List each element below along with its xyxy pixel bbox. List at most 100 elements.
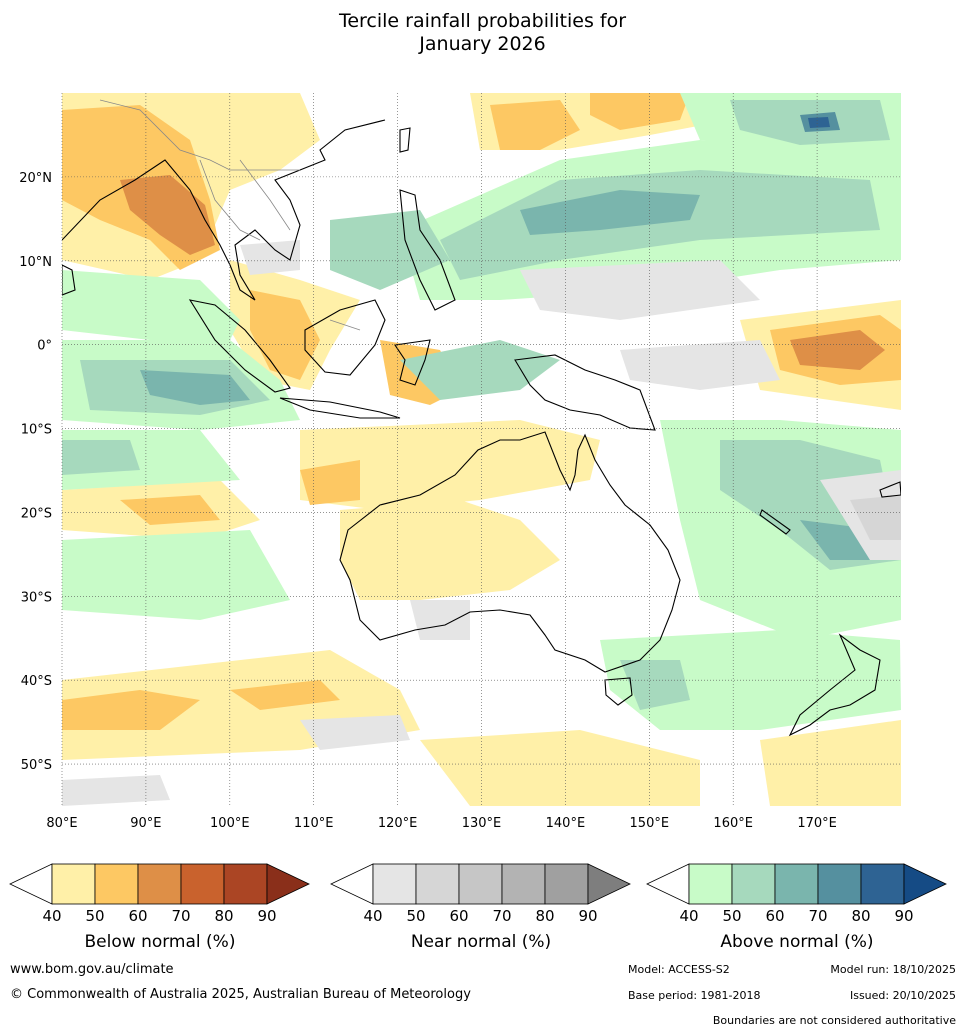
lon-tick-label: 160°E [713,816,753,831]
colorbar-tick-label: 60 [449,907,468,925]
issued-text: Issued: 20/10/2025 [849,989,956,1002]
colorbar-tick-label: 80 [214,907,233,925]
title-line-2: January 2026 [419,33,546,55]
above-band-npac-3 [520,190,700,235]
below-patch-timor-2 [300,460,360,505]
colorbar-segment [817,863,862,905]
below-patch-south-2 [62,690,200,730]
above-io-mid [62,530,290,620]
sri-lanka-coast [62,264,76,296]
colorbar-segment [731,863,776,905]
above-tasman [600,630,901,730]
colorbar-min-triangle [646,863,690,905]
map-container: 80°E 90°E 100°E 110°E 120°E 130°E 140°E 150°E 16… [19,93,901,831]
above-indonesia [400,340,560,400]
title-line-1: Tercile rainfall probabilities for [338,10,627,32]
below-patch-indochina [120,175,215,255]
lat-tick-label: 0° [37,339,52,354]
fiji-coast [879,481,901,498]
above-io-south-2 [62,440,140,475]
near-aus [410,600,470,640]
colorbar-tick-label: 50 [406,907,425,925]
near-sw [62,775,170,806]
lon-tick-label: 140°E [546,816,586,831]
lat-tick-label: 20°S [21,506,52,521]
colorbar-segment [774,863,819,905]
lon-tick-label: 150°E [630,816,670,831]
sumatra-coast [188,299,291,393]
philippines-coast [399,189,456,311]
colorbar-tick-label: 90 [894,907,913,925]
colorbar-segment [137,863,182,905]
lon-tick-label: 170°E [797,816,837,831]
country-borders [99,99,361,331]
lat-tick-label: 10°N [19,255,52,270]
probability-fields [62,93,901,806]
colorbar-max-triangle [266,863,310,905]
lon-tick-label: 100°E [210,816,250,831]
near-south [300,715,410,750]
below-patch-pacific-3 [790,330,885,370]
model-run-text: Model run: 18/10/2025 [830,963,956,976]
lon-tick-label: 120°E [378,816,418,831]
colorbar-tick-label: 80 [535,907,554,925]
chart-title: Tercile rainfall probabilities for Janua… [0,10,965,56]
colorbar-tick-label: 50 [85,907,104,925]
australia-coast [339,431,681,673]
colorbar-tick-label: 60 [765,907,784,925]
asia-coast [62,119,386,301]
borneo-coast [304,299,386,376]
colorbar-segment [94,863,139,905]
lon-tick-label: 90°E [130,816,161,831]
lon-tick-label: 110°E [294,816,334,831]
colorbar-max-triangle [587,863,631,905]
near-colorbar: 40 50 60 70 80 90 [330,863,631,925]
lon-tick-label: 80°E [46,816,77,831]
colorbar-tick-label: 70 [171,907,190,925]
java-coast [279,397,401,419]
new-zealand-coast [788,633,881,737]
colorbar-segment [51,863,96,905]
colorbar-segment [180,863,225,905]
new-caledonia-coast [759,509,791,535]
above-npac-top-4 [808,117,830,128]
model-text: Model: ACCESS-S2 [628,963,730,976]
colorbar-max-triangle [903,863,947,905]
colorbar-tick-label: 40 [42,907,61,925]
gridlines [61,93,901,806]
below-patch-se-2 [760,720,901,806]
tasmania-coast [604,677,633,706]
lat-tick-label: 20°N [19,171,52,186]
colorbar-tick-label: 70 [808,907,827,925]
near-normal-label: Near normal (%) [410,932,552,952]
colorbar-segment [688,863,733,905]
lat-tick-label: 10°S [21,423,52,438]
website-link[interactable]: www.bom.gov.au/climate [10,962,174,977]
above-io-north [62,270,240,340]
colorbar-segment [415,863,460,905]
base-period-text: Base period: 1981-2018 [628,989,761,1002]
colorbar-segment [544,863,589,905]
colorbar-segment [458,863,503,905]
lat-tick-label: 50°S [21,758,52,773]
colorbar-min-triangle [9,863,53,905]
colorbar-tick-label: 50 [722,907,741,925]
colorbar-tick-label: 80 [851,907,870,925]
near-equator-2 [620,340,780,390]
colorbar-tick-label: 40 [363,907,382,925]
below-patch-npac-3 [590,93,690,130]
sulawesi-coast [394,339,431,386]
below-patch-se [420,730,700,806]
near-pacific-east-2 [850,495,901,540]
coastlines [62,119,901,737]
colorbar-tick-label: 90 [257,907,276,925]
near-indochina [240,240,300,275]
above-io-band-3 [140,370,250,405]
rainfall-map: 80°E 90°E 100°E 110°E 120°E 130°E 140°E 150°E 16… [19,93,901,831]
colorbar-segment [501,863,546,905]
colorbar-tick-label: 90 [578,907,597,925]
disclaimer-text: Boundaries are not considered authoritat… [712,1014,956,1027]
colorbar-segment [372,863,417,905]
colorbar-tick-label: 40 [679,907,698,925]
new-guinea-coast [514,354,656,431]
